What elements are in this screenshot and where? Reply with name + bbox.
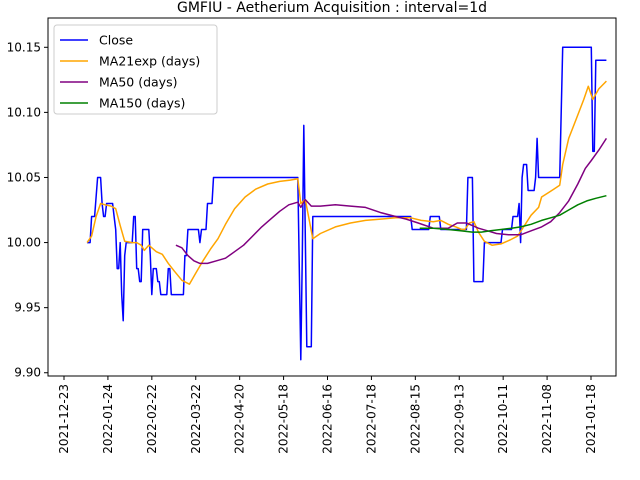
y-axis: 9.90 9.95 10.00 10.05 10.10 10.15 — [7, 40, 48, 380]
y-tick-label: 10.00 — [7, 236, 41, 250]
x-tick-label: 2022-01-24 — [101, 384, 115, 454]
legend-label: MA21exp (days) — [99, 54, 200, 69]
x-tick-label: 2022-08-15 — [408, 384, 422, 454]
x-tick-label: 2022-11-08 — [540, 384, 554, 454]
y-tick-label: 10.10 — [7, 105, 41, 119]
x-tick-label: 2022-07-18 — [364, 384, 378, 454]
x-tick-label: 2022-10-11 — [496, 384, 510, 454]
plot-frame — [47, 17, 617, 377]
series-line-ma50-days — [175, 137, 608, 265]
x-tick-label: 2022-02-22 — [145, 384, 159, 454]
legend-label: MA150 (days) — [99, 96, 185, 111]
legend-box — [53, 24, 218, 115]
legend-label: MA50 (days) — [99, 75, 177, 90]
x-tick-label: 2022-03-22 — [189, 384, 203, 454]
x-tick-label: 2022-09-13 — [452, 384, 466, 454]
x-tick-label: 2022-06-16 — [321, 384, 335, 454]
y-tick-label: 9.95 — [14, 301, 41, 315]
x-tick-label: 2022-04-20 — [233, 384, 247, 454]
series-line-ma150-days — [419, 194, 607, 233]
chart-title: GMFIU - Aetherium Acquisition : interval… — [177, 0, 487, 16]
x-tick-label: 2021-12-23 — [57, 384, 71, 454]
y-tick-label: 10.05 — [7, 170, 41, 184]
x-tick-label: 2021-01-18 — [584, 384, 598, 454]
series-line-close — [87, 46, 607, 361]
legend: Close MA21exp (days) MA50 (days) MA150 (day… — [53, 24, 218, 115]
x-tick-label: 2022-05-18 — [277, 384, 291, 454]
series-layer — [86, 46, 608, 361]
x-axis: 2021-12-23 2022-01-24 2022-02-22 2022-03-22… — [57, 376, 598, 454]
y-tick-label: 9.90 — [14, 366, 41, 380]
y-tick-label: 10.15 — [7, 40, 41, 54]
series-line-ma21exp-days — [86, 80, 607, 285]
legend-label: Close — [99, 33, 133, 48]
